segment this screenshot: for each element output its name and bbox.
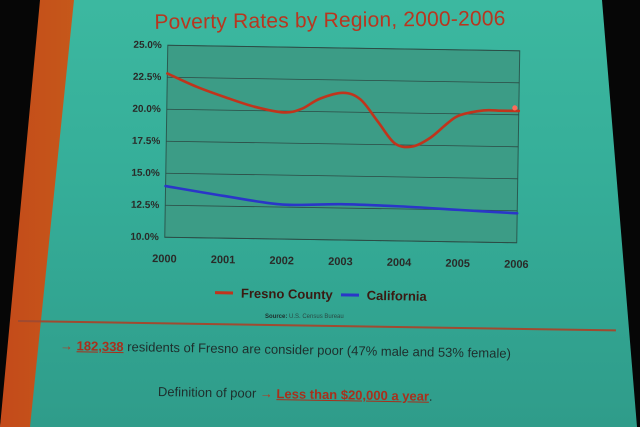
y-tick-label: 17.5% [132,136,161,147]
x-tick-label: 2001 [211,254,236,266]
gridline [164,236,517,244]
definition-highlight: Less than $20,000 a year [276,386,430,404]
x-tick-label: 2006 [504,259,529,271]
series-line-fresno [166,72,521,149]
y-tick-label: 25.0% [133,40,162,51]
legend-swatch-california [340,293,359,297]
source-label: Source: [265,314,288,320]
chart-group: 10.0% 12.5% 15.0% 17.5% 20.0% 22.5% 25.0% 2000 2… [130,40,529,271]
residents-count: 182,338 [76,338,124,355]
x-tick-label: 2002 [269,255,294,267]
x-tick-label: 2000 [152,253,177,265]
arrow-icon: → [259,385,274,402]
definition-suffix: . [428,388,433,404]
gridline [166,140,519,148]
y-tick-label: 10.0% [130,232,159,243]
series-line-california [164,184,519,215]
legend-swatch-fresno [214,291,234,295]
source-text: U.S. Census Bureau [289,314,344,320]
x-tick-label: 2004 [387,257,413,269]
y-tick-label: 22.5% [133,72,162,83]
legend-label-california: California [366,287,427,304]
gridline [167,76,520,84]
legend-label-fresno: Fresno County [240,285,333,303]
fresno-end-marker [512,105,518,111]
chart-source: Source: U.S. Census Bureau [265,314,344,320]
x-tick-label: 2005 [445,258,470,270]
y-tick-label: 12.5% [131,200,160,211]
definition-prefix: Definition of poor [157,384,261,401]
x-tick-label: 2003 [328,256,353,268]
y-tick-label: 15.0% [131,168,160,179]
arrow-icon: → [59,338,74,354]
gridline [167,44,520,52]
gridline [165,172,518,180]
y-tick-label: 20.0% [132,104,161,115]
